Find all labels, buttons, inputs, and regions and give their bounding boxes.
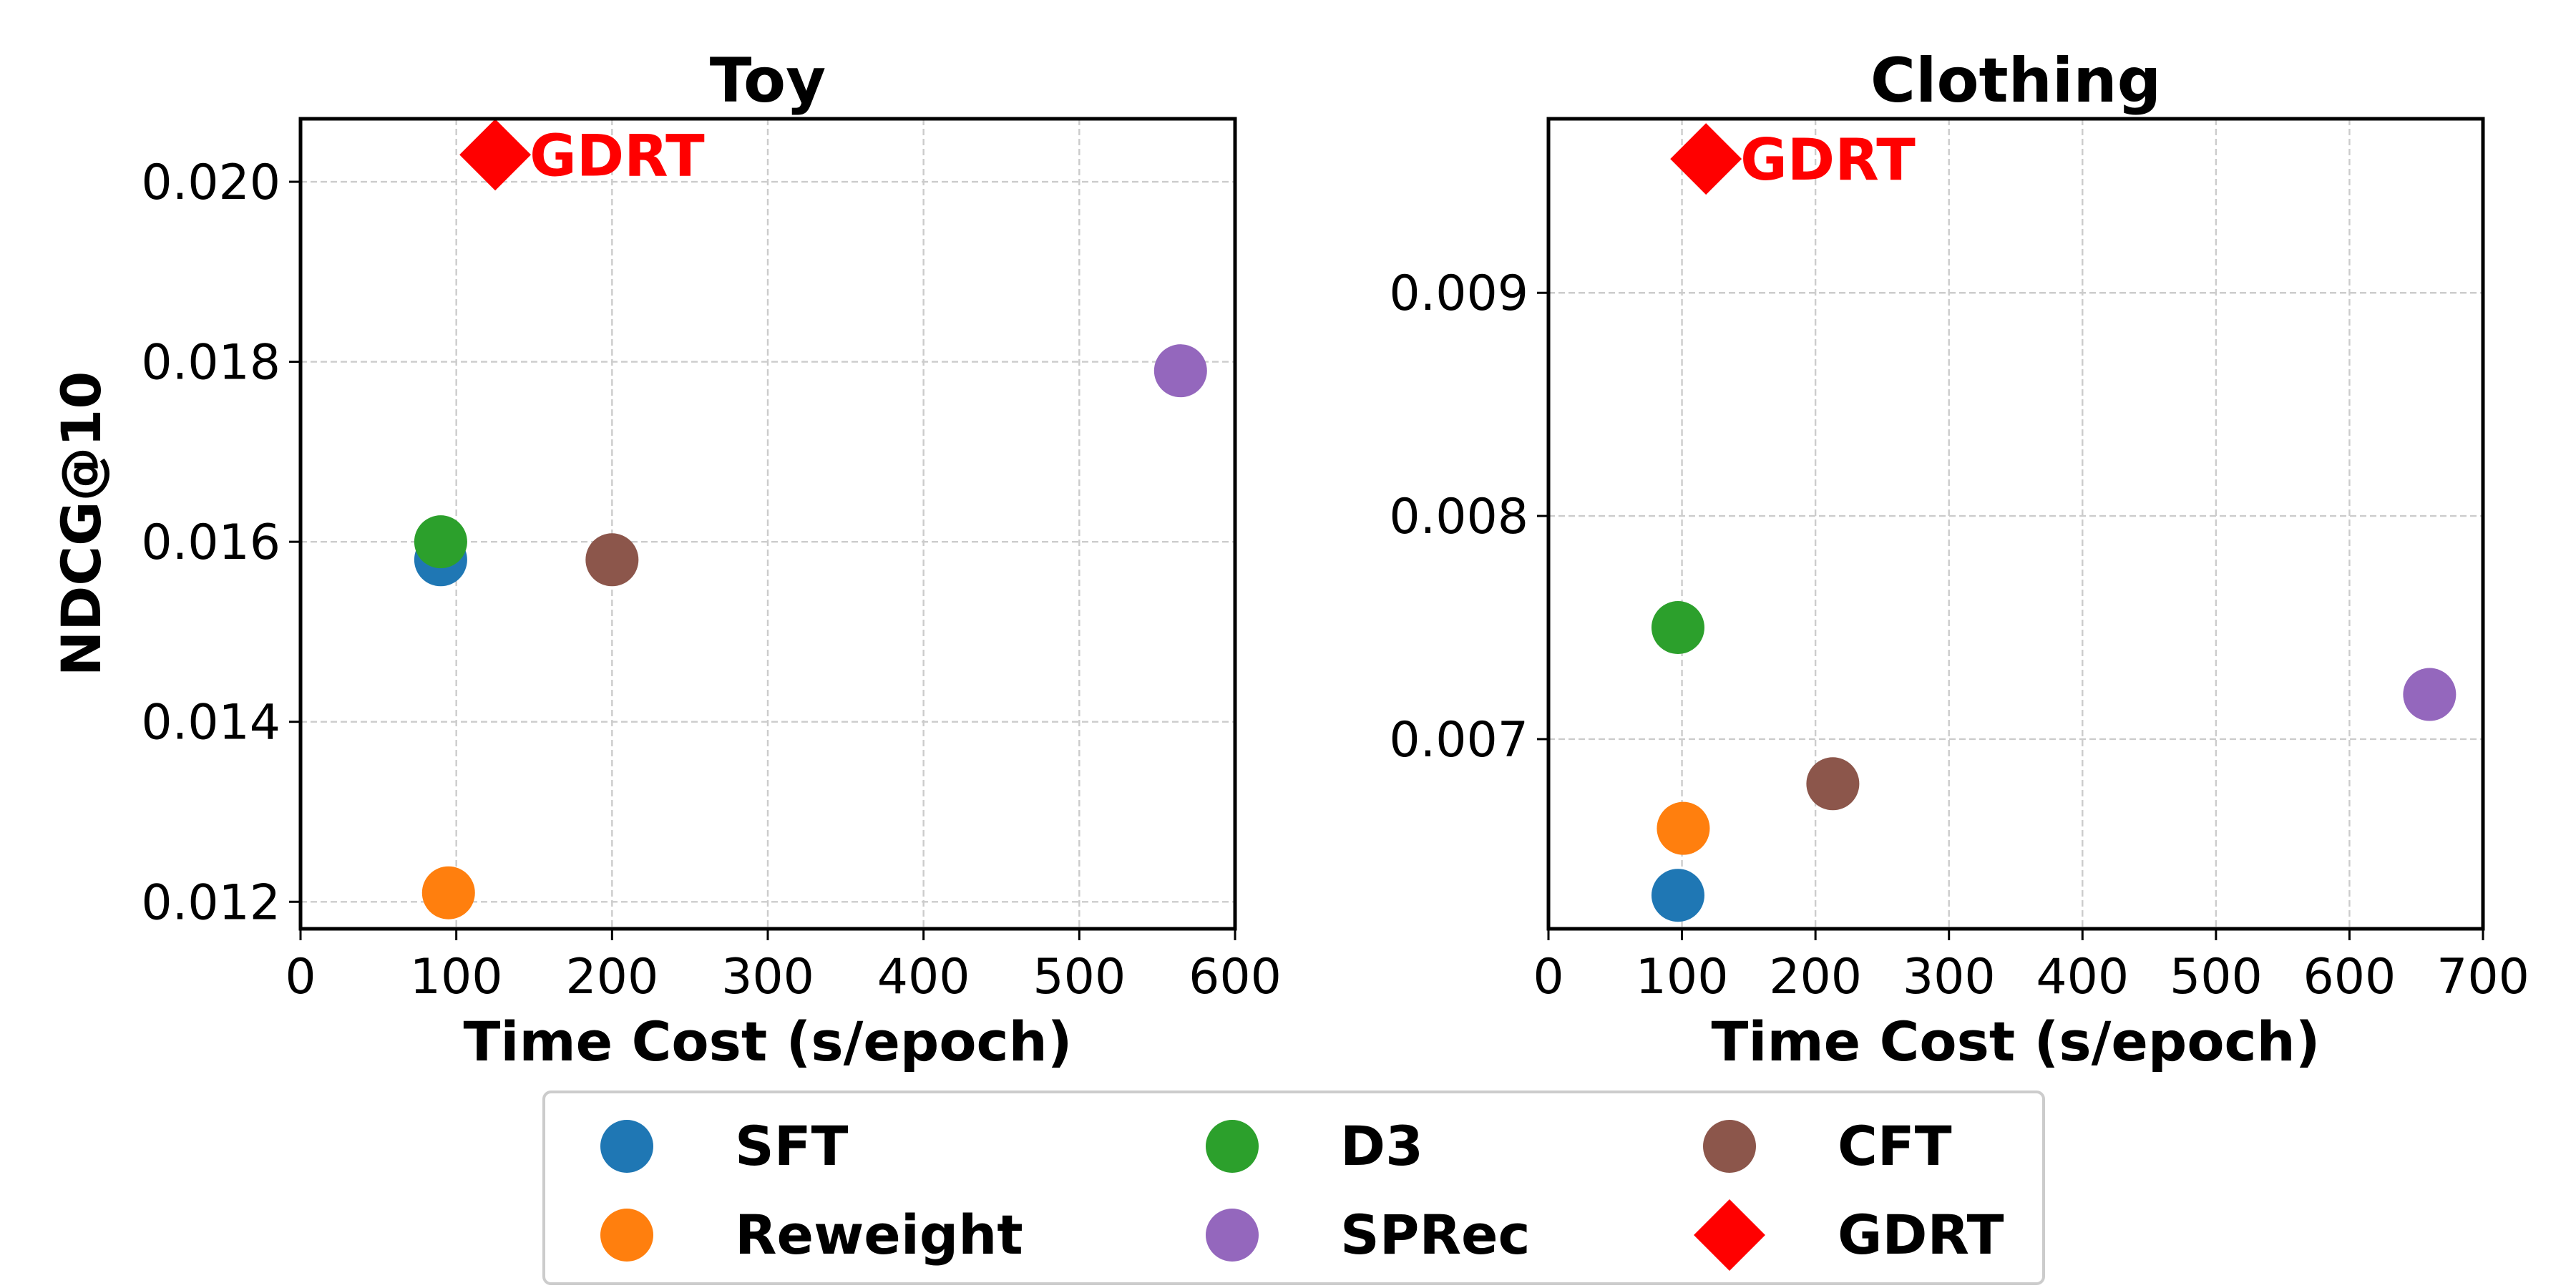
panel-toy-xtick-label: 500	[1033, 949, 1126, 1005]
panel-clothing-ytick-label: 0.009	[1389, 265, 1528, 322]
panel-clothing-point-gdrt	[1670, 123, 1742, 195]
panel-clothing-xtick-label: 600	[2303, 949, 2396, 1005]
panel-clothing-point-d3	[1651, 601, 1704, 655]
legend-marker-cft	[1703, 1120, 1756, 1173]
panel-clothing-frame	[1546, 117, 2485, 931]
legend-label-gdrt: GDRT	[1838, 1203, 2004, 1267]
panel-toy: 0 100 200 300 400 500 600 0.012 0.014 0.016 0.018 0…	[49, 45, 1282, 1073]
panel-toy-point-sprec	[1153, 344, 1207, 398]
panel-toy-xtick-label: 200	[565, 949, 658, 1005]
panel-clothing-ytick-label: 0.007	[1389, 712, 1528, 769]
panel-toy-annotation: GDRT	[530, 122, 705, 189]
legend-label-cft: CFT	[1838, 1114, 1952, 1178]
legend-label-sprec: SPRec	[1340, 1203, 1531, 1267]
panel-toy-title: Toy	[710, 45, 826, 117]
panel-clothing-xtick-label: 300	[1903, 949, 1996, 1005]
panel-toy-frame	[298, 117, 1237, 931]
legend-label-sft: SFT	[735, 1114, 849, 1178]
panel-toy-ytick-label: 0.012	[141, 874, 280, 931]
legend-label-reweight: Reweight	[735, 1203, 1023, 1267]
legend-label-d3: D3	[1340, 1114, 1423, 1178]
panel-toy-ytick-label: 0.018	[141, 335, 280, 391]
panel-clothing-point-reweight	[1657, 801, 1710, 855]
panel-toy-point-d3	[414, 515, 467, 569]
panel-toy-xlabel: Time Cost (s/epoch)	[464, 1010, 1073, 1073]
panel-clothing-xtick-label: 400	[2036, 949, 2129, 1005]
panel-clothing-xtick-label: 200	[1769, 949, 1862, 1005]
panel-clothing-xtick-label: 100	[1636, 949, 1729, 1005]
panel-clothing-point-sprec	[2403, 668, 2457, 721]
panel-clothing-title: Clothing	[1870, 45, 2161, 117]
legend-marker-sft	[600, 1120, 653, 1173]
panel-clothing: 0 100 200 300 400 500 600 700 0.007 0.008 0.009 GDR…	[1389, 45, 2529, 1073]
panel-toy-ytick-label: 0.020	[141, 155, 280, 211]
panel-clothing-xtick-label: 700	[2436, 949, 2529, 1005]
panel-toy-xtick-label: 400	[877, 949, 970, 1005]
panel-toy-xtick-label: 100	[410, 949, 503, 1005]
panel-toy-xtick-label: 0	[285, 949, 316, 1005]
panel-toy-xtick-label: 300	[721, 949, 814, 1005]
panel-toy-point-cft	[585, 533, 639, 587]
legend-frame	[542, 1091, 2045, 1285]
panel-clothing-xlabel: Time Cost (s/epoch)	[1712, 1010, 2321, 1073]
panel-clothing-xtick-label: 0	[1533, 949, 1563, 1005]
legend-marker-gdrt	[1694, 1199, 1765, 1271]
panel-clothing-point-cft	[1806, 757, 1860, 811]
panel-clothing-point-sft	[1651, 869, 1704, 922]
legend-marker-reweight	[600, 1209, 653, 1262]
legend-marker-sprec	[1206, 1209, 1259, 1262]
panel-toy-ytick-label: 0.016	[141, 514, 280, 571]
panel-toy-point-reweight	[421, 866, 475, 919]
panel-toy-ytick-label: 0.014	[141, 695, 280, 751]
panel-clothing-xtick-label: 500	[2170, 949, 2263, 1005]
panel-clothing-annotation: GDRT	[1740, 127, 1916, 193]
panel-toy-ylabel: NDCG@10	[49, 371, 113, 677]
panel-toy-point-gdrt	[459, 119, 532, 191]
legend-marker-d3	[1206, 1120, 1259, 1173]
legend: SFT D3 CFT Reweight SPRec GDRT	[542, 1091, 2045, 1285]
panel-clothing-ytick-label: 0.008	[1389, 489, 1528, 545]
panel-toy-xtick-label: 600	[1189, 949, 1282, 1005]
